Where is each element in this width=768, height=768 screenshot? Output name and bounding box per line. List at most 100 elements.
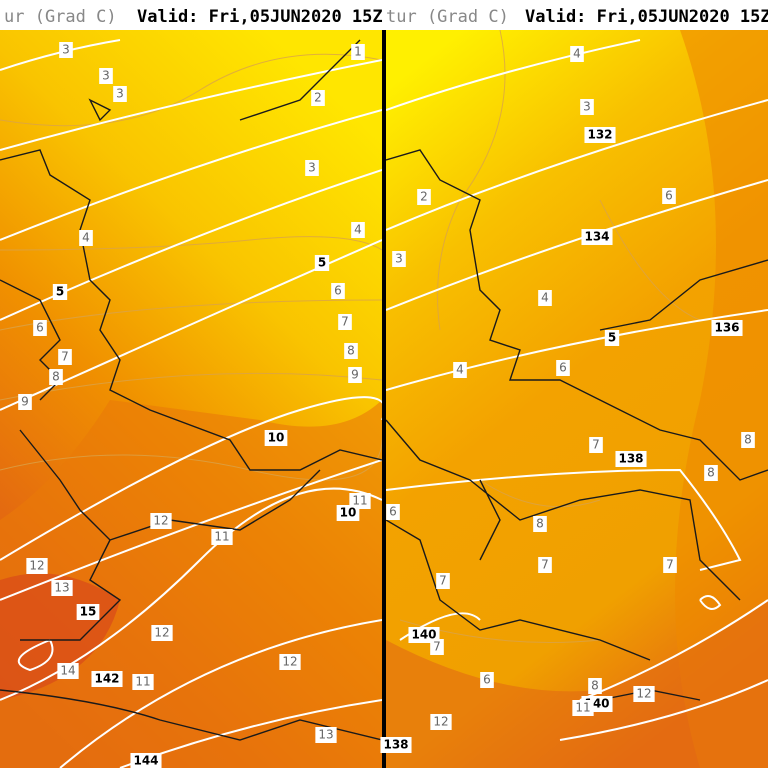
contour-label: 4 bbox=[456, 363, 464, 377]
contour-label-box bbox=[380, 737, 412, 753]
contour-label: 7 bbox=[666, 558, 674, 572]
header-strip bbox=[0, 0, 768, 30]
contour-label: 12 bbox=[282, 655, 297, 669]
contour-label: 144 bbox=[133, 754, 158, 768]
contour-label-box bbox=[314, 255, 330, 271]
contour-label: 2 bbox=[420, 190, 428, 204]
contour-label-box bbox=[33, 320, 47, 336]
contour-label-box bbox=[604, 330, 620, 346]
contour-label-box bbox=[351, 44, 365, 60]
contour-label: 4 bbox=[541, 291, 549, 305]
contour-label: 14 bbox=[60, 664, 75, 678]
contour-label: 10 bbox=[340, 506, 357, 520]
contour-label-box bbox=[538, 290, 552, 306]
contour-label-box bbox=[264, 430, 288, 446]
contour-label: 12 bbox=[153, 514, 168, 528]
contour-label-box bbox=[51, 580, 73, 596]
contour-label: 3 bbox=[308, 161, 316, 175]
field-title: tur (Grad C) bbox=[386, 7, 509, 27]
contour-label-box bbox=[344, 343, 358, 359]
contour-label: 140 bbox=[411, 628, 436, 642]
contour-label: 136 bbox=[714, 321, 739, 335]
contour-label-box bbox=[79, 230, 93, 246]
contour-label: 11 bbox=[214, 530, 229, 544]
contour-label-box bbox=[315, 727, 337, 743]
contour-label: 2 bbox=[314, 91, 322, 105]
contour-label-box bbox=[436, 573, 450, 589]
contour-label-box bbox=[211, 529, 233, 545]
contour-label: 7 bbox=[433, 640, 441, 654]
contour-label-box bbox=[305, 160, 319, 176]
contour-label: 6 bbox=[665, 189, 673, 203]
contour-label: 5 bbox=[318, 256, 326, 270]
contour-label: 6 bbox=[389, 505, 397, 519]
contour-label: 8 bbox=[52, 370, 60, 384]
contour-label: 7 bbox=[341, 315, 349, 329]
contour-label: 3 bbox=[583, 100, 591, 114]
contour-label: 6 bbox=[36, 321, 44, 335]
right-map bbox=[386, 30, 768, 768]
contour-label: 7 bbox=[592, 438, 600, 452]
contour-label: 3 bbox=[102, 69, 110, 83]
contour-label: 5 bbox=[608, 331, 616, 345]
contour-label-box bbox=[59, 42, 73, 58]
contour-label-box bbox=[57, 663, 79, 679]
contour-label-box bbox=[76, 604, 100, 620]
contour-label: 15 bbox=[80, 605, 97, 619]
field-title: ur (Grad C) bbox=[4, 7, 117, 27]
contour-label: 6 bbox=[483, 673, 491, 687]
contour-label: 7 bbox=[541, 558, 549, 572]
contour-label: 9 bbox=[21, 395, 29, 409]
contour-label: 3 bbox=[62, 43, 70, 57]
contour-label: 132 bbox=[587, 128, 612, 142]
contour-label: 4 bbox=[354, 223, 362, 237]
contour-label-box bbox=[704, 465, 718, 481]
contour-label: 138 bbox=[383, 738, 408, 752]
contour-label: 12 bbox=[154, 626, 169, 640]
contour-label-box bbox=[533, 516, 547, 532]
contour-label: 134 bbox=[584, 230, 609, 244]
contour-label-box bbox=[662, 188, 676, 204]
contour-label-box bbox=[430, 714, 452, 730]
contour-label-box bbox=[113, 86, 127, 102]
contour-label: 12 bbox=[636, 687, 651, 701]
contour-label-box bbox=[584, 127, 616, 143]
contour-label-box bbox=[99, 68, 113, 84]
contour-label-box bbox=[58, 349, 72, 365]
contour-label-box bbox=[132, 674, 154, 690]
contour-label-box bbox=[130, 753, 162, 768]
contour-label: 13 bbox=[54, 581, 69, 595]
contour-label-box bbox=[588, 678, 602, 694]
contour-label-box bbox=[52, 284, 68, 300]
contour-label-box bbox=[430, 639, 444, 655]
contour-label: 4 bbox=[573, 47, 581, 61]
contour-label-box bbox=[18, 394, 32, 410]
contour-label-box bbox=[386, 504, 400, 520]
contour-label: 8 bbox=[536, 517, 544, 531]
contour-label-box bbox=[480, 672, 494, 688]
contour-label-box bbox=[556, 360, 570, 376]
contour-label-box bbox=[580, 99, 594, 115]
contour-label: 3 bbox=[116, 87, 124, 101]
contour-label: 11 bbox=[135, 675, 150, 689]
contour-label-box bbox=[49, 369, 63, 385]
contour-label: 11 bbox=[575, 701, 590, 715]
contour-label: 4 bbox=[82, 231, 90, 245]
contour-label: 6 bbox=[334, 284, 342, 298]
contour-label: 11 bbox=[352, 494, 367, 508]
contour-label: 9 bbox=[351, 368, 359, 382]
contour-label: 7 bbox=[439, 574, 447, 588]
contour-label-box bbox=[453, 362, 467, 378]
contour-label: 10 bbox=[268, 431, 285, 445]
contour-label: 5 bbox=[56, 285, 64, 299]
contour-label-box bbox=[633, 686, 655, 702]
contour-label: 1 bbox=[354, 45, 362, 59]
contour-label-box bbox=[279, 654, 301, 670]
contour-label: 12 bbox=[29, 559, 44, 573]
contour-label: 12 bbox=[433, 715, 448, 729]
contour-label-box bbox=[311, 90, 325, 106]
contour-label: 13 bbox=[318, 728, 333, 742]
contour-label-box bbox=[151, 625, 173, 641]
contour-label-box bbox=[741, 432, 755, 448]
contour-label-box bbox=[711, 320, 743, 336]
